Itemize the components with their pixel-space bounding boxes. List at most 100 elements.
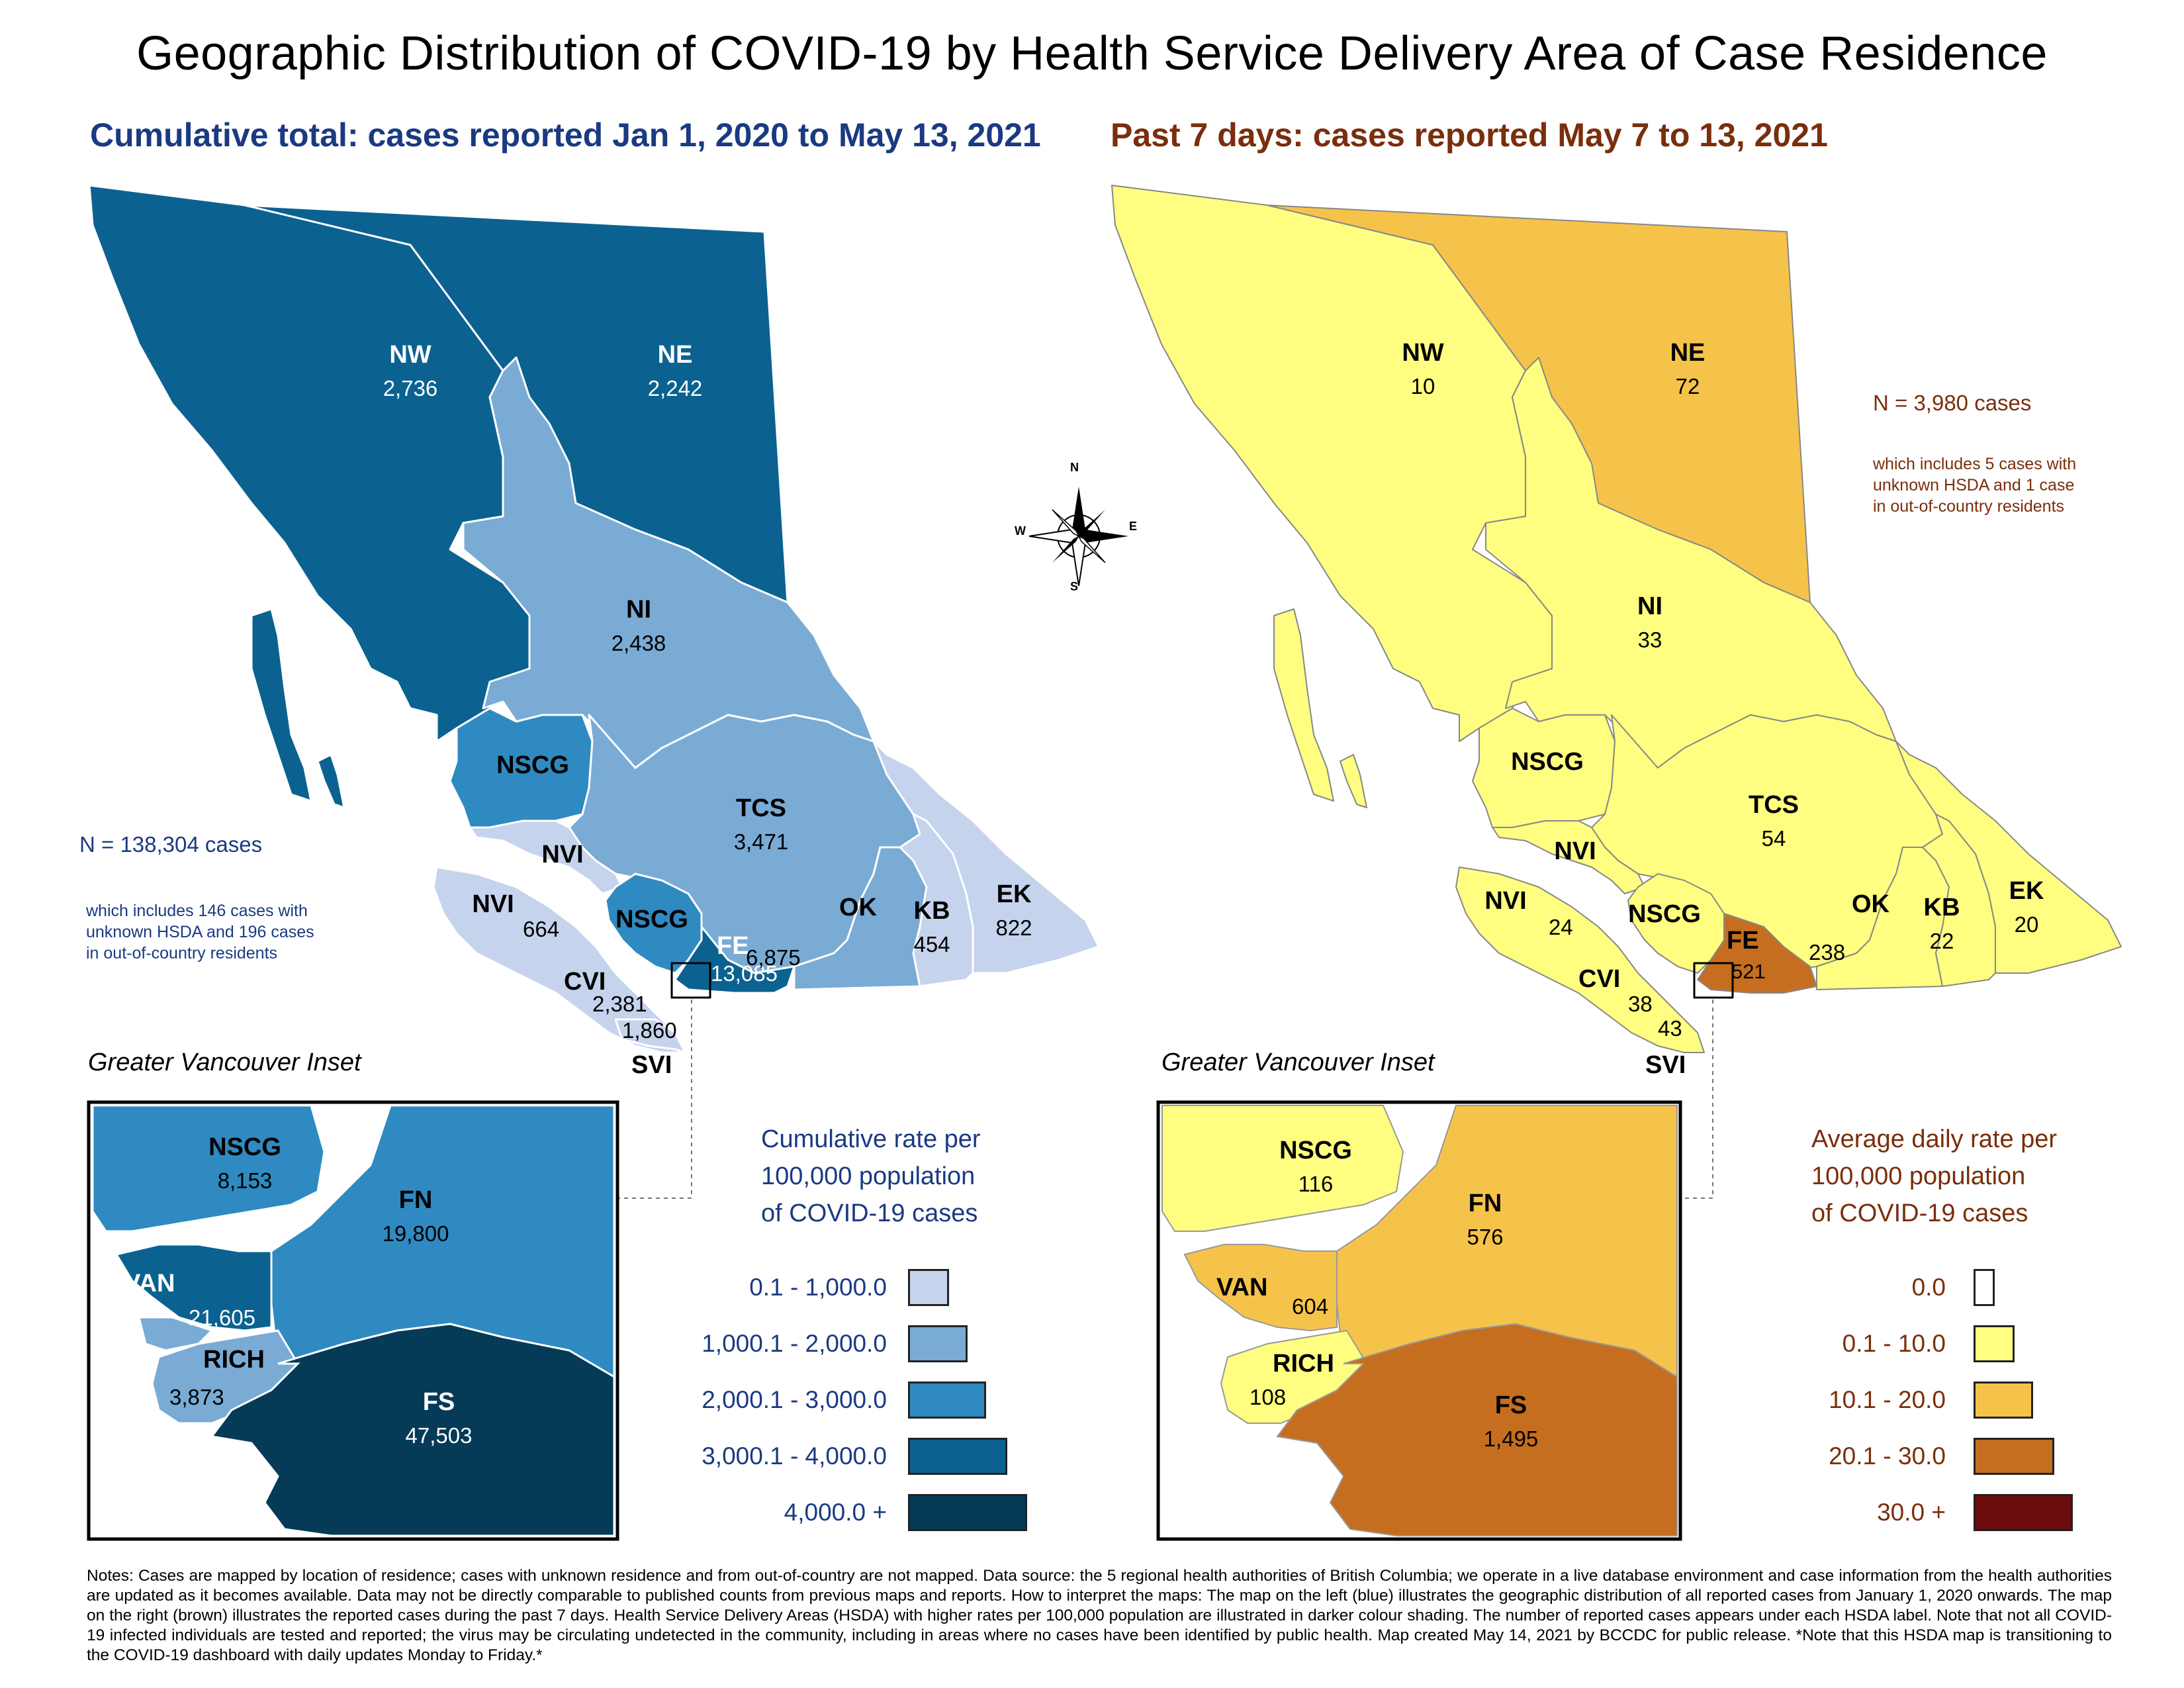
label-fe: FE [717,932,749,960]
left-legend-item: 2,000.1 - 3,000.0 [702,1386,887,1413]
region-vancouver-island-right[interactable] [1455,867,1705,1053]
label-nscg-right: NSCG [1511,748,1584,776]
value-nvi-lower: 664 [523,917,560,941]
right-swatch-3 [1974,1438,2054,1475]
value-fe-right: 521 [1731,960,1766,983]
region-vancouver-island[interactable] [432,866,683,1054]
label-nvi-upper: NVI [541,841,584,868]
inset-label-van-right: VAN [1216,1274,1268,1301]
region-nscg[interactable] [449,707,594,829]
inset-locator-left [670,962,711,999]
region-nvi-right[interactable] [1492,820,1645,894]
left-note: which includes 146 cases with unknown HS… [86,902,314,962]
inset-label-rich: RICH [203,1346,265,1374]
inset-label-rich-right: RICH [1273,1350,1334,1378]
value-cvi-right: 38 [1628,992,1653,1016]
right-note: which includes 5 cases with unknown HSDA… [1873,455,2077,516]
region-nscg-right[interactable] [1472,708,1615,828]
value-svi-right: 43 [1658,1016,1682,1041]
region-nscg-south-right[interactable] [1627,873,1725,974]
right-subtitle: Past 7 days: cases reported May 7 to 13,… [1111,117,1828,154]
label-cvi: CVI [564,968,606,996]
label-tcs: TCS 3,471 [733,794,789,854]
label-ne-right: NE 72 [1670,339,1706,399]
region-ek[interactable] [872,740,1100,974]
right-legend-item: 0.1 - 10.0 [1842,1330,1946,1357]
right-swatch-4 [1974,1494,2073,1531]
value-fe: 13,085 [711,961,778,986]
label-nvi-lower: NVI [472,890,514,918]
left-total: N = 138,304 cases [79,832,263,857]
label-ni-right: NI 33 [1637,592,1662,652]
inset-label-fn-right: FN 576 [1467,1190,1504,1249]
label-kb: KB 454 [913,897,950,957]
label-nscg: NSCG [496,751,569,779]
inset-label-van: VAN [124,1270,175,1297]
region-nscg-south[interactable] [604,872,703,974]
inset-rich-north [138,1316,214,1352]
inset-fs[interactable] [210,1323,615,1537]
left-inset [87,1100,619,1541]
compass-rose-icon [1028,487,1128,586]
inset-label-nscg-right: NSCG 116 [1279,1137,1352,1196]
value-svi: 1,860 [622,1018,677,1043]
label-nvi-upper-right: NVI [1554,837,1596,865]
inset-label-fs: FS 47,503 [405,1388,473,1448]
right-legend-item: 20.1 - 30.0 [1829,1442,1946,1470]
left-legend-item: 4,000.0 + [784,1499,887,1526]
left-legend-item: 0.1 - 1,000.0 [749,1274,887,1301]
island-small-right [1340,754,1367,808]
compass-n: N [1070,461,1079,474]
label-svi: SVI [631,1051,672,1079]
island-haida-gwaii-right [1273,608,1334,802]
inset-connector-left [617,1000,692,1199]
inset-value-van-right: 604 [1292,1294,1329,1319]
region-fe-right[interactable] [1697,913,1817,994]
label-cvi-right: CVI [1578,965,1621,993]
inset-label-fn: FN 19,800 [382,1186,449,1246]
region-ek-right[interactable] [1895,741,2122,974]
inset-nscg[interactable] [91,1104,326,1233]
label-ne: NE 2,242 [647,341,703,400]
inset-van[interactable] [114,1243,273,1332]
label-nscg-south-right: NSCG [1628,900,1701,928]
value-ok-right: 238 [1809,940,1846,964]
label-ok: OK [839,894,877,921]
right-legend-item: 30.0 + [1877,1499,1946,1526]
left-inset-title: Greater Vancouver Inset [88,1049,361,1076]
right-inset [1156,1100,1682,1541]
island-small [316,753,345,809]
value-cvi: 2,381 [592,992,647,1016]
left-swatch-2 [908,1382,986,1419]
inset-value-rich-right: 108 [1250,1385,1287,1409]
label-ek-right: EK 20 [2009,877,2044,937]
compass-e: E [1129,520,1138,533]
right-map [1111,185,2122,1053]
island-haida-gwaii [250,608,312,802]
label-nw: NW 2,736 [383,341,438,400]
inset-nscg-right[interactable] [1161,1105,1404,1232]
left-swatch-0 [908,1269,949,1306]
region-fe[interactable] [674,925,796,994]
left-map [88,184,1100,1054]
inset-van-right[interactable] [1183,1244,1338,1332]
label-ni: NI 2,438 [611,596,666,655]
label-ok-right: OK [1852,890,1889,918]
right-legend-title: Average daily rate per 100,000 populatio… [1811,1125,2058,1227]
region-svi[interactable] [614,1018,686,1054]
right-total: N = 3,980 cases [1873,391,2032,415]
inset-fs-right[interactable] [1276,1323,1678,1536]
left-legend-title: Cumulative rate per 100,000 population o… [761,1125,981,1227]
label-nvi-lower-right: NVI [1484,887,1527,915]
value-ok: 6,875 [746,945,801,970]
inset-value-rich: 3,873 [169,1385,224,1409]
region-nvi[interactable] [469,820,623,895]
inset-connector-right [1681,1000,1713,1199]
left-swatch-4 [908,1494,1027,1531]
compass-w: W [1015,524,1026,538]
label-nscg-south: NSCG [615,906,688,933]
left-swatch-3 [908,1438,1007,1475]
inset-locator-right [1693,962,1734,999]
right-legend-item: 10.1 - 20.0 [1829,1386,1946,1413]
label-tcs-right: TCS 54 [1749,791,1799,851]
